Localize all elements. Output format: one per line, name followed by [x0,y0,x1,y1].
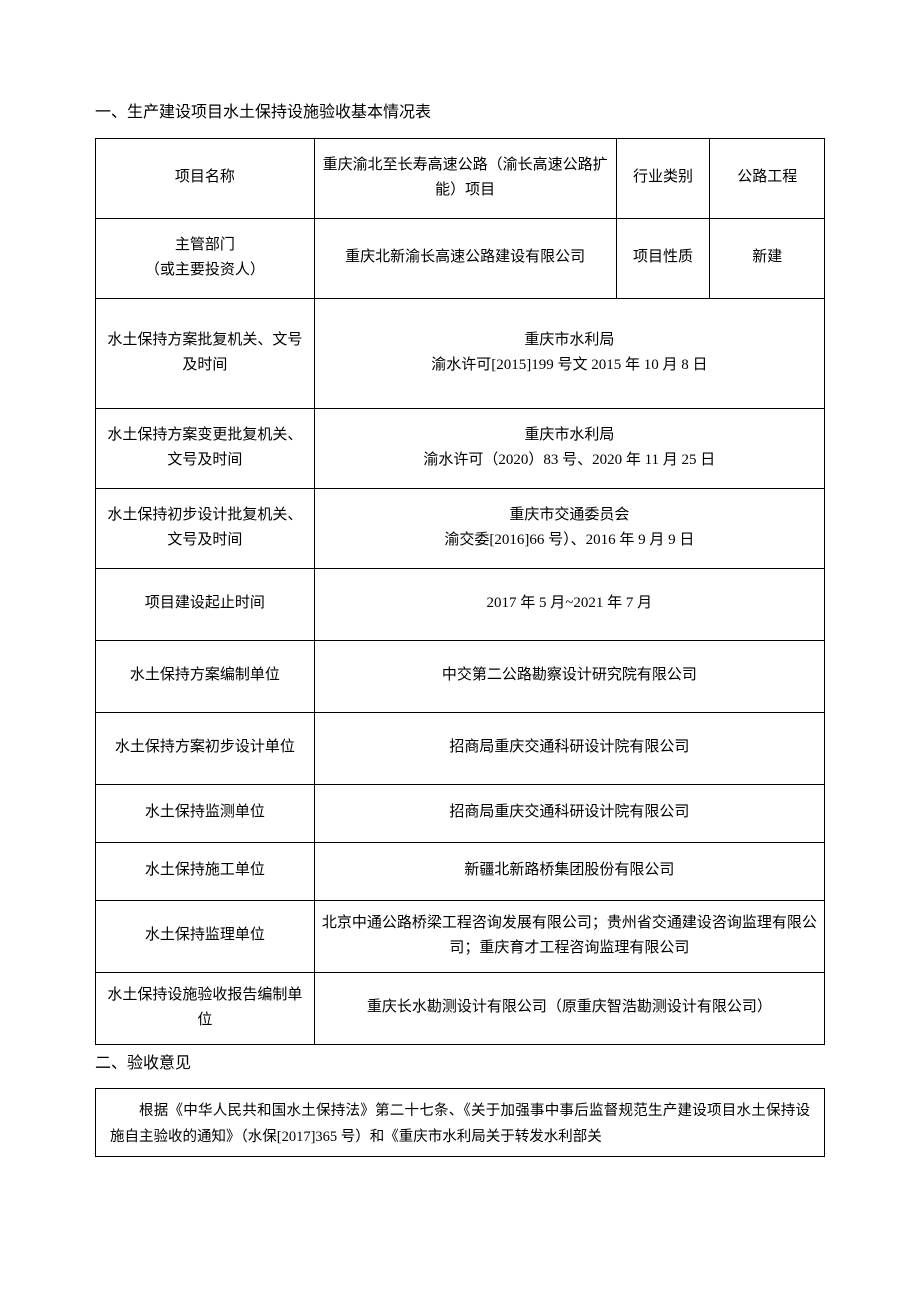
cell-label: 水土保持方案批复机关、文号及时间 [96,298,315,408]
table-row: 水土保持方案编制单位 中交第二公路勘察设计研究院有限公司 [96,640,825,712]
value-line: 重庆市水利局 [524,427,614,443]
table-row: 项目建设起止时间 2017 年 5 月~2021 年 7 月 [96,568,825,640]
cell-value: 新疆北新路桥集团股份有限公司 [314,842,824,900]
table-row: 水土保持监理单位 北京中通公路桥梁工程咨询发展有限公司；贵州省交通建设咨询监理有… [96,900,825,972]
table-row: 水土保持设施验收报告编制单位 重庆长水勘测设计有限公司（原重庆智浩勘测设计有限公… [96,972,825,1044]
cell-label: 水土保持监理单位 [96,900,315,972]
table-row: 水土保持方案初步设计单位 招商局重庆交通科研设计院有限公司 [96,712,825,784]
cell-label: 主管部门 （或主要投资人） [96,218,315,298]
table-row: 水土保持方案批复机关、文号及时间 重庆市水利局 渝水许可[2015]199 号文… [96,298,825,408]
cell-value: 重庆北新渝长高速公路建设有限公司 [314,218,616,298]
table-row: 水土保持方案变更批复机关、文号及时间 重庆市水利局 渝水许可（2020）83 号… [96,408,825,488]
cell-value2: 公路工程 [710,138,825,218]
table-row: 水土保持初步设计批复机关、文号及时间 重庆市交通委员会 渝交委[2016]66 … [96,488,825,568]
cell-value: 招商局重庆交通科研设计院有限公司 [314,784,824,842]
label-line: 主管部门 [175,237,235,253]
section1-heading: 一、生产建设项目水土保持设施验收基本情况表 [95,100,825,126]
basic-info-table: 项目名称 重庆渝北至长寿高速公路（渝长高速公路扩能）项目 行业类别 公路工程 主… [95,138,825,1045]
value-line: 重庆市水利局 [524,332,614,348]
cell-value: 招商局重庆交通科研设计院有限公司 [314,712,824,784]
cell-label: 项目建设起止时间 [96,568,315,640]
table-row: 项目名称 重庆渝北至长寿高速公路（渝长高速公路扩能）项目 行业类别 公路工程 [96,138,825,218]
cell-label: 水土保持初步设计批复机关、文号及时间 [96,488,315,568]
cell-label: 水土保持监测单位 [96,784,315,842]
opinion-box: 根据《中华人民共和国水土保持法》第二十七条、《关于加强事中事后监督规范生产建设项… [95,1088,825,1157]
cell-label: 水土保持方案初步设计单位 [96,712,315,784]
section2-heading: 二、验收意见 [95,1051,825,1077]
cell-label: 水土保持方案编制单位 [96,640,315,712]
cell-value: 重庆长水勘测设计有限公司（原重庆智浩勘测设计有限公司） [314,972,824,1044]
table-row: 水土保持施工单位 新疆北新路桥集团股份有限公司 [96,842,825,900]
cell-value: 重庆市交通委员会 渝交委[2016]66 号）、2016 年 9 月 9 日 [314,488,824,568]
cell-label: 项目名称 [96,138,315,218]
table-row: 水土保持监测单位 招商局重庆交通科研设计院有限公司 [96,784,825,842]
value-line: 渝水许可[2015]199 号文 2015 年 10 月 8 日 [431,357,707,373]
cell-label: 水土保持方案变更批复机关、文号及时间 [96,408,315,488]
cell-value: 北京中通公路桥梁工程咨询发展有限公司；贵州省交通建设咨询监理有限公司；重庆育才工… [314,900,824,972]
cell-value2: 新建 [710,218,825,298]
cell-key2: 行业类别 [616,138,710,218]
cell-value: 重庆市水利局 渝水许可（2020）83 号、2020 年 11 月 25 日 [314,408,824,488]
label-line: （或主要投资人） [145,262,265,278]
table-row: 主管部门 （或主要投资人） 重庆北新渝长高速公路建设有限公司 项目性质 新建 [96,218,825,298]
cell-value: 中交第二公路勘察设计研究院有限公司 [314,640,824,712]
cell-value: 重庆市水利局 渝水许可[2015]199 号文 2015 年 10 月 8 日 [314,298,824,408]
value-line: 渝水许可（2020）83 号、2020 年 11 月 25 日 [423,452,715,468]
opinion-paragraph: 根据《中华人民共和国水土保持法》第二十七条、《关于加强事中事后监督规范生产建设项… [110,1099,810,1150]
value-line: 渝交委[2016]66 号）、2016 年 9 月 9 日 [444,532,694,548]
cell-label: 水土保持设施验收报告编制单位 [96,972,315,1044]
cell-value: 重庆渝北至长寿高速公路（渝长高速公路扩能）项目 [314,138,616,218]
cell-label: 水土保持施工单位 [96,842,315,900]
cell-value: 2017 年 5 月~2021 年 7 月 [314,568,824,640]
cell-key2: 项目性质 [616,218,710,298]
value-line: 重庆市交通委员会 [509,507,629,523]
